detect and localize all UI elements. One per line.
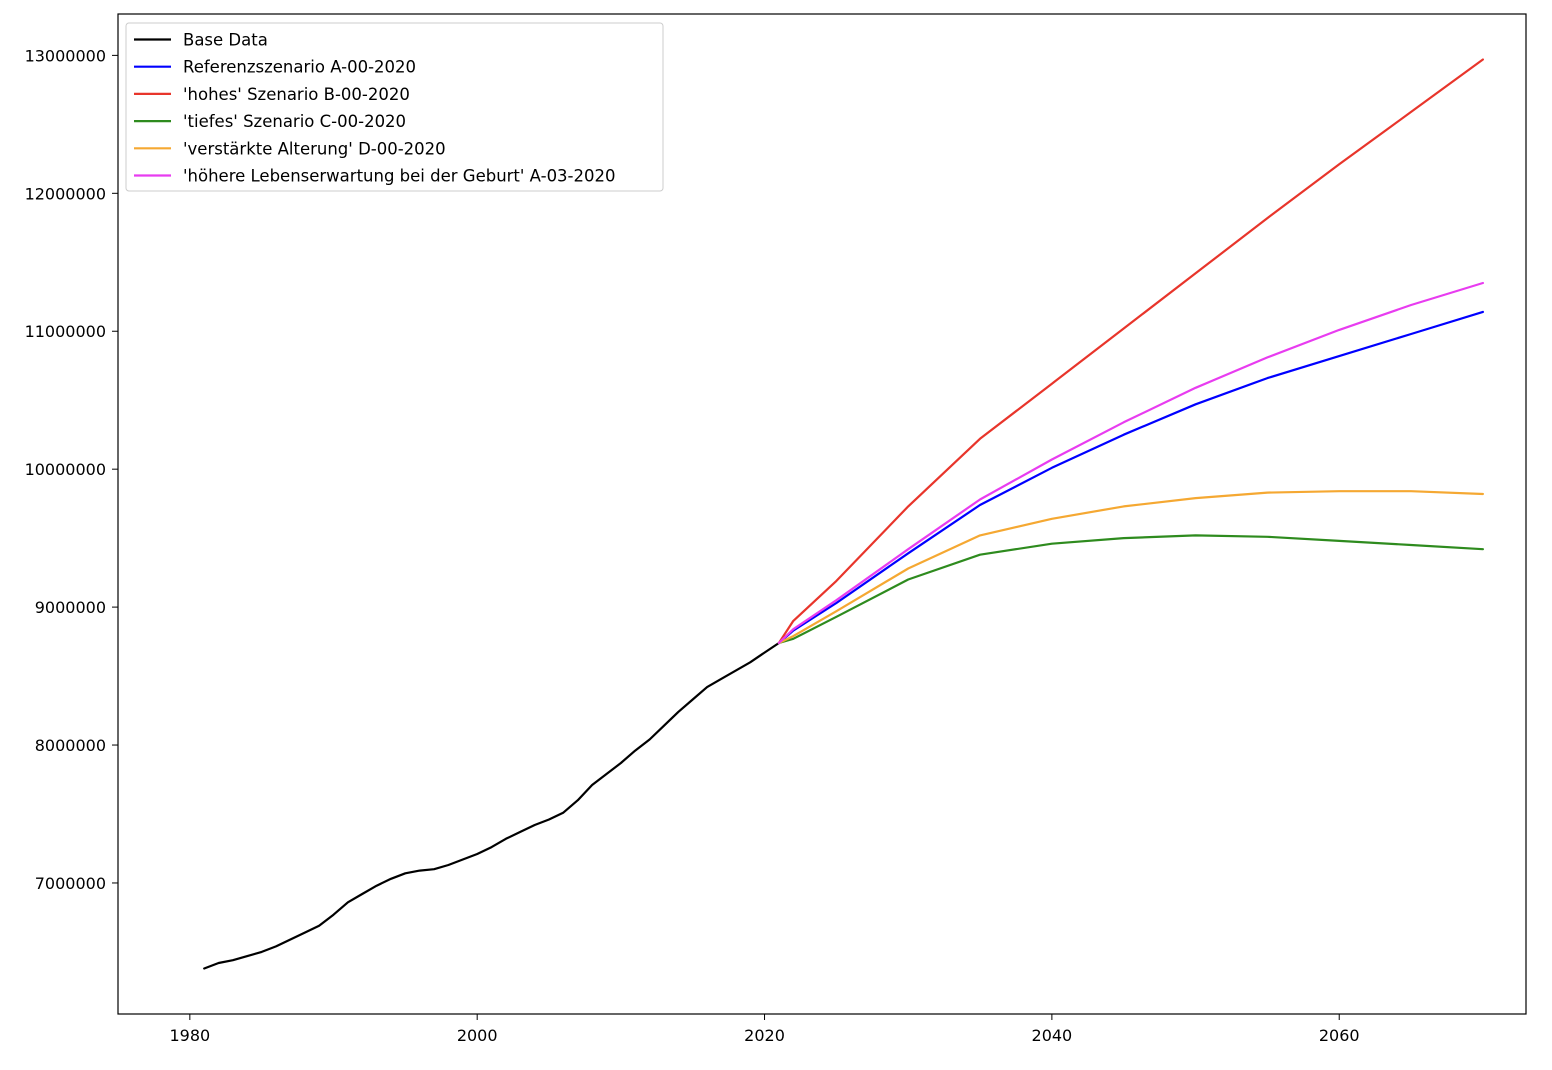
y-tick-label: 13000000 <box>25 46 106 65</box>
x-tick-label: 2040 <box>1032 1026 1073 1045</box>
legend-label: 'verstärkte Alterung' D-00-2020 <box>183 139 446 158</box>
y-tick-label: 11000000 <box>25 322 106 341</box>
legend-label: Referenzszenario A-00-2020 <box>183 58 416 77</box>
series-line-4 <box>777 490 1485 645</box>
series-layer <box>203 58 1485 970</box>
series-line-2 <box>777 58 1485 645</box>
legend: Base Data Referenzszenario A-00-2020 'hohe… <box>125 22 664 192</box>
x-tick-label: 1980 <box>169 1026 210 1045</box>
y-tick-label: 9000000 <box>35 598 106 617</box>
series-line-1 <box>777 310 1485 645</box>
x-axis: 1980 2000 2020 2040 2060 <box>169 1014 1360 1045</box>
y-tick-label: 10000000 <box>25 460 106 479</box>
legend-label: 'höhere Lebenserwartung bei der Geburt' … <box>183 167 616 186</box>
y-tick-label: 12000000 <box>25 184 106 203</box>
y-axis: 7000000 8000000 9000000 10000000 11000000 120… <box>25 46 118 893</box>
series-line-0 <box>203 641 781 970</box>
legend-box <box>125 22 664 192</box>
legend-label: 'tiefes' Szenario C-00-2020 <box>183 112 406 131</box>
y-tick-label: 7000000 <box>35 874 106 893</box>
y-tick-label: 8000000 <box>35 736 106 755</box>
x-tick-label: 2020 <box>744 1026 785 1045</box>
plot-frame <box>117 13 1527 1015</box>
x-tick-label: 2000 <box>457 1026 498 1045</box>
legend-label: 'hohes' Szenario B-00-2020 <box>183 85 410 104</box>
x-tick-label: 2060 <box>1319 1026 1360 1045</box>
series-line-3 <box>777 534 1485 645</box>
series-line-5 <box>777 281 1485 645</box>
legend-label: Base Data <box>183 31 268 50</box>
